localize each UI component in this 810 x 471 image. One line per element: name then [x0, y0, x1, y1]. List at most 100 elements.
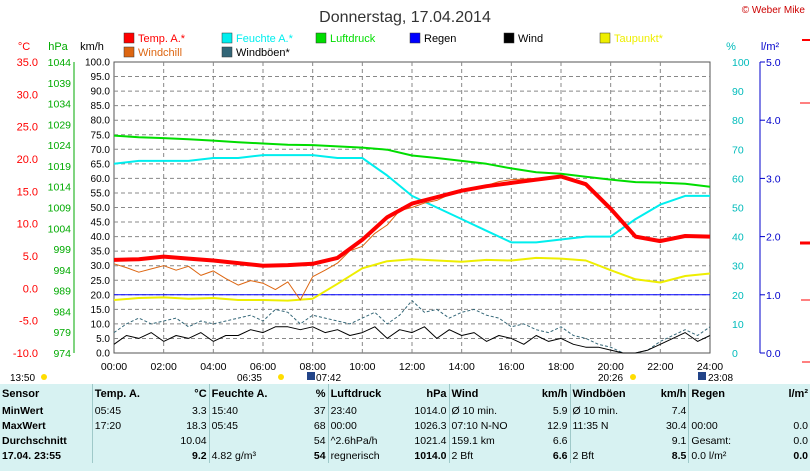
series-line-windb-en [113, 300, 711, 354]
table-cell: 05:45 [208, 418, 273, 433]
table-cell: Ø 10 min. [448, 403, 511, 418]
header-cell: km/h [541, 387, 568, 400]
table-cell: 8.5 [671, 449, 687, 462]
table-cell: 0.0 [793, 449, 808, 462]
legend-label: Temp. A.* [138, 33, 186, 45]
temp-axis-header: °C [18, 41, 30, 53]
temp-tick-label: -10.0 [13, 348, 38, 360]
pressure-tick-label: 994 [53, 265, 71, 277]
chart-title: Donnerstag, 17.04.2014 [319, 9, 491, 26]
temp-tick-label: 25.0 [17, 122, 38, 134]
humidity-tick-label: 80 [732, 115, 744, 127]
left-time-label: 13:50 [10, 373, 35, 384]
rain-tick-label: 1.0 [766, 290, 781, 302]
table-cell: 17.04. 23:55 [2, 449, 61, 462]
header-cell: Windböen [569, 384, 630, 403]
legend-swatch [409, 32, 421, 44]
pressure-tick-label: 1034 [48, 99, 72, 111]
x-tick-label: 14:00 [449, 361, 475, 373]
table-cell [91, 448, 154, 463]
table-cell: Durchschnitt [2, 434, 67, 447]
table-cell: 54 [313, 449, 326, 462]
wind-tick-label: 10.0 [91, 319, 111, 330]
header-cell: °C [194, 387, 207, 400]
table-cell [569, 433, 630, 448]
x-tick-label: 00:00 [101, 361, 127, 373]
table-row: Durchschnitt 10.04 54 ^2.6hPa/h 1021.4 1… [0, 433, 810, 448]
x-tick-label: 10:00 [349, 361, 375, 373]
wind-tick-label: 35.0 [91, 247, 111, 258]
sun-icon [41, 374, 47, 380]
chart-axes: 00:00 02:00 04:00 06:00 08:00 10:00 12:00 14:00… [13, 57, 781, 373]
temp-tick-label: 35.0 [17, 57, 38, 69]
legend-label: Regen [424, 33, 456, 45]
wind-tick-label: 30.0 [91, 261, 111, 272]
series-line-feuchte-a [113, 154, 710, 244]
table-cell: MinWert [2, 404, 44, 417]
table-cell [91, 433, 154, 448]
legend-swatch [503, 32, 515, 44]
table-cell: 12.9 [547, 419, 568, 432]
table-cell: 00:00 [327, 418, 392, 433]
table-cell: 07:10 N-NO [448, 418, 511, 433]
table-cell [688, 403, 751, 418]
moonset-label: 23:08 [708, 373, 733, 384]
table-cell: regnerisch [327, 448, 392, 463]
series-line-taupunkt [113, 256, 711, 302]
table-cell: 68 [313, 419, 326, 432]
wind-tick-label: 20.0 [91, 290, 111, 301]
pressure-tick-label: 999 [53, 244, 71, 256]
pressure-tick-label: 974 [53, 348, 71, 360]
temp-tick-label: -5.0 [19, 316, 38, 328]
legend-swatch [221, 32, 233, 44]
table-cell: 2 Bft [448, 448, 511, 463]
table-cell: 1026.3 [414, 419, 447, 432]
table-cell: Ø 10 min. [569, 403, 630, 418]
humidity-tick-label: 0 [732, 348, 738, 360]
header-cell: km/h [660, 387, 687, 400]
temp-tick-label: 20.0 [17, 154, 38, 166]
pressure-tick-label: 1044 [48, 57, 72, 69]
rain-tick-label: 2.0 [766, 232, 781, 244]
table-row: MinWert 05:45 3.3 15:40 37 23:40 1014.0 … [0, 403, 810, 418]
series-line-wind [113, 326, 711, 354]
temp-tick-label: 5.0 [23, 251, 38, 263]
header-cell: Feuchte A. [208, 384, 273, 403]
x-tick-label: 20:00 [598, 361, 624, 373]
table-row: MaxWert 17:20 18.3 05:45 68 00:00 1026.3… [0, 418, 810, 433]
temp-tick-label: 10.0 [17, 219, 38, 231]
pressure-tick-label: 979 [53, 327, 71, 339]
table-cell: 05:45 [91, 403, 154, 418]
series-line-temp-a [113, 174, 711, 268]
sunset-sun-icon [630, 374, 636, 380]
rain-tick-label: 5.0 [766, 57, 781, 69]
table-cell: 18.3 [186, 419, 207, 432]
x-tick-label: 24:00 [697, 361, 723, 373]
table-cell: 30.4 [665, 419, 687, 432]
table-cell: 15:40 [208, 403, 273, 418]
humidity-tick-label: 40 [732, 232, 744, 244]
pressure-tick-label: 1039 [48, 78, 72, 90]
table-cell: 54 [313, 434, 326, 447]
moonrise-moon-icon [307, 372, 315, 380]
wind-tick-label: 50.0 [91, 203, 111, 214]
wind-tick-label: 5.0 [96, 334, 110, 345]
table-row-current: 17.04. 23:55 9.2 4.82 g/m³ 54 regnerisch… [0, 448, 810, 463]
table-cell: 4.82 g/m³ [208, 448, 273, 463]
header-cell: l/m² [788, 387, 808, 400]
header-cell: Wind [448, 384, 511, 403]
table-cell: 7.4 [671, 404, 687, 417]
chart-legend: Temp. A.* Feuchte A.* Luftdruck Regen Wind Ta… [123, 32, 664, 59]
table-cell: 1021.4 [414, 434, 447, 447]
table-cell: 159.1 km [448, 433, 511, 448]
x-tick-label: 04:00 [200, 361, 226, 373]
wind-tick-label: 100.0 [85, 58, 110, 69]
table-cell: 6.6 [552, 449, 568, 462]
temp-tick-label: 0.0 [23, 283, 38, 295]
rain-tick-label: 0.0 [766, 348, 781, 360]
table-cell [208, 433, 273, 448]
table-cell: 10.04 [180, 434, 207, 447]
header-cell: Luftdruck [327, 384, 392, 403]
table-cell: 3.3 [192, 404, 207, 417]
